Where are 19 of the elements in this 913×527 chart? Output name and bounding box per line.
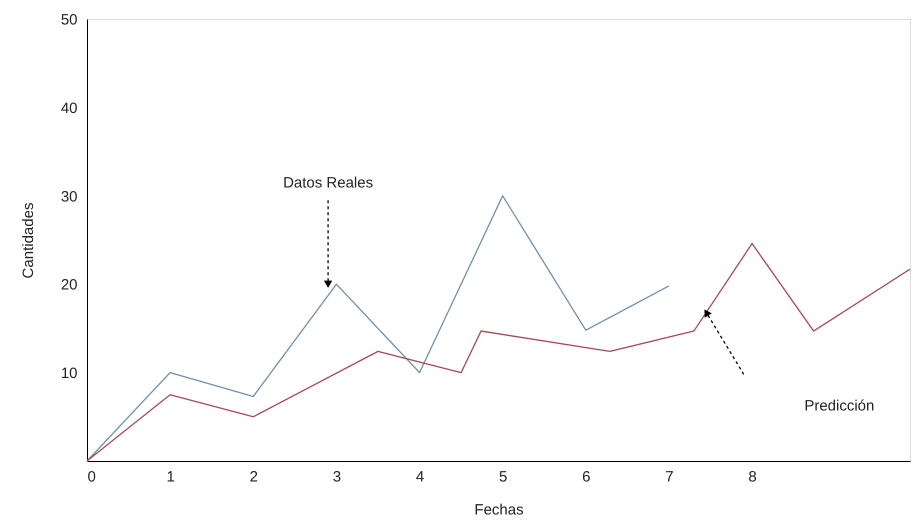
x-tick-label: 0 [88,468,96,486]
x-tick-label: 4 [416,468,424,486]
annotation: Predicción [804,397,874,414]
x-axis-title: Fechas [474,502,524,518]
annotation: Datos Reales [283,174,374,192]
x-tick-label: 2 [250,468,258,486]
y-tick-label: 50 [60,12,78,28]
x-tick-label: 1 [166,468,175,486]
y-tick-label: 20 [60,276,78,294]
x-tick-label: 7 [665,468,674,486]
y-tick-label: 30 [60,188,78,206]
y-axis-title: Cantidades [20,202,37,278]
y-tick-label: 10 [60,365,78,382]
x-tick-label: 5 [498,468,508,486]
x-tick-label: 8 [748,468,757,486]
x-tick-label: 6 [582,468,590,486]
x-tick-label: 3 [332,468,342,486]
line-series [86,195,670,462]
y-tick-label: 40 [60,100,78,117]
